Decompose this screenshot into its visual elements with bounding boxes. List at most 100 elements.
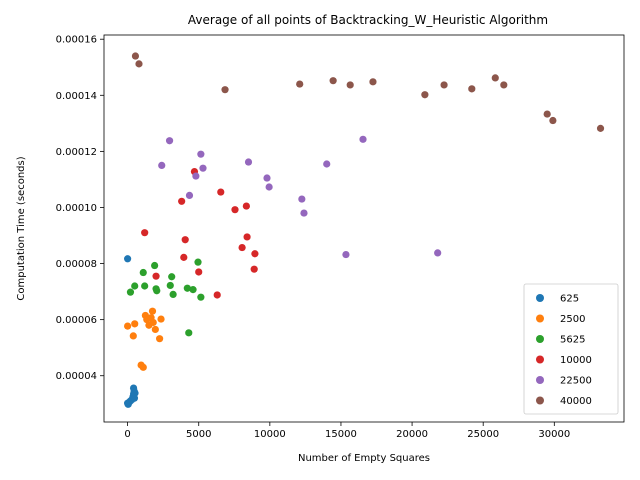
x-tick-label: 0 [124,429,130,440]
point-10000-1 [152,272,160,280]
legend-item-2500: 2500 [536,314,585,325]
point-5625-11 [185,329,193,337]
point-40000-7 [421,91,429,99]
point-40000-8 [440,81,448,89]
point-2500-0 [124,322,132,330]
point-10000-9 [231,206,239,214]
point-22500-11 [323,160,331,168]
point-40000-2 [221,86,229,94]
point-22500-7 [263,174,271,182]
legend-label: 5625 [560,335,585,346]
point-40000-1 [135,60,143,68]
y-tick-label: 0.00008 [56,259,97,270]
legend-label: 10000 [560,355,592,366]
point-40000-10 [491,74,499,82]
point-10000-11 [242,202,250,210]
point-5625-14 [197,293,205,301]
point-22500-6 [244,158,253,166]
legend-item-625: 625 [536,294,579,305]
y-tick-label: 0.00012 [56,147,97,158]
point-22500-5 [199,164,207,172]
legend-marker [536,335,544,343]
point-22500-2 [185,191,194,200]
point-40000-0 [131,52,140,60]
point-10000-6 [195,268,203,276]
point-40000-3 [296,80,304,88]
point-22500-4 [197,150,205,158]
point-22500-12 [342,250,350,259]
point-2500-4 [139,363,147,371]
legend-item-22500: 22500 [536,376,592,387]
point-40000-6 [369,78,377,86]
point-10000-10 [238,243,246,252]
x-axis-ticks: 0 5000 10000 15000 20000 25000 30000 [124,422,570,440]
point-10000-8 [217,188,225,196]
point-2500-11 [151,325,159,334]
series-22500 [158,135,442,259]
x-tick-label: 25000 [467,429,499,440]
x-axis-label: Number of Empty Squares [298,453,430,464]
point-2500-2 [131,320,139,328]
point-5625-4 [151,261,159,270]
point-10000-0 [141,229,149,237]
y-tick-label: 0.00006 [56,315,97,326]
point-5625-13 [194,258,202,266]
y-tick-label: 0.00016 [56,35,97,46]
point-40000-11 [500,81,508,89]
point-625-0 [124,255,132,263]
y-tick-label: 0.00010 [56,203,97,214]
point-5625-9 [169,290,177,299]
y-axis-label: Computation Time (seconds) [16,156,27,300]
point-10000-4 [181,236,189,244]
point-2500-12 [156,335,164,343]
point-2500-1 [129,332,137,340]
legend-frame [523,283,619,415]
y-tick-label: 0.00014 [56,91,97,102]
chart-title: Average of all points of Backtracking_W_… [188,13,548,27]
point-5625-3 [141,282,149,290]
x-tick-label: 15000 [325,429,357,440]
point-2500-10 [149,318,157,327]
point-5625-0 [126,288,135,296]
point-10000-14 [251,250,259,258]
data-points [124,52,605,408]
point-5625-10 [183,284,191,292]
legend-item-5625: 5625 [536,335,585,346]
point-10000-12 [243,233,251,241]
legend-label: 40000 [560,396,592,407]
point-22500-3 [192,172,200,180]
point-22500-14 [434,249,442,257]
legend-marker [536,314,544,323]
legend-marker [536,396,544,405]
point-22500-13 [359,135,367,143]
point-10000-3 [180,253,188,261]
y-tick-label: 0.00004 [56,371,97,382]
series-10000 [141,167,259,299]
y-axis-ticks: 0.00004 0.00006 0.00008 0.00010 0.00012 0.000… [56,35,104,382]
point-40000-5 [346,81,354,89]
point-22500-8 [265,183,273,191]
point-40000-13 [549,116,557,125]
point-40000-4 [329,77,337,85]
point-2500-13 [157,315,165,323]
point-5625-7 [166,281,174,290]
series-40000 [131,52,605,132]
point-40000-9 [468,85,476,93]
point-5625-6 [153,287,161,295]
legend-item-10000: 10000 [536,355,592,366]
legend-marker [536,376,544,384]
legend: 625 2500 5625 10000 22500 40000 [523,283,619,415]
x-tick-label: 20000 [396,429,428,440]
point-5625-1 [131,282,139,290]
x-tick-label: 5000 [186,429,211,440]
legend-item-40000: 40000 [536,396,592,407]
point-22500-0 [158,161,166,170]
legend-marker [536,355,544,364]
legend-label: 625 [560,294,579,305]
x-tick-label: 10000 [254,429,286,440]
point-5625-2 [139,268,147,277]
point-10000-2 [178,197,186,205]
point-10000-7 [213,291,221,299]
point-22500-10 [300,209,308,217]
